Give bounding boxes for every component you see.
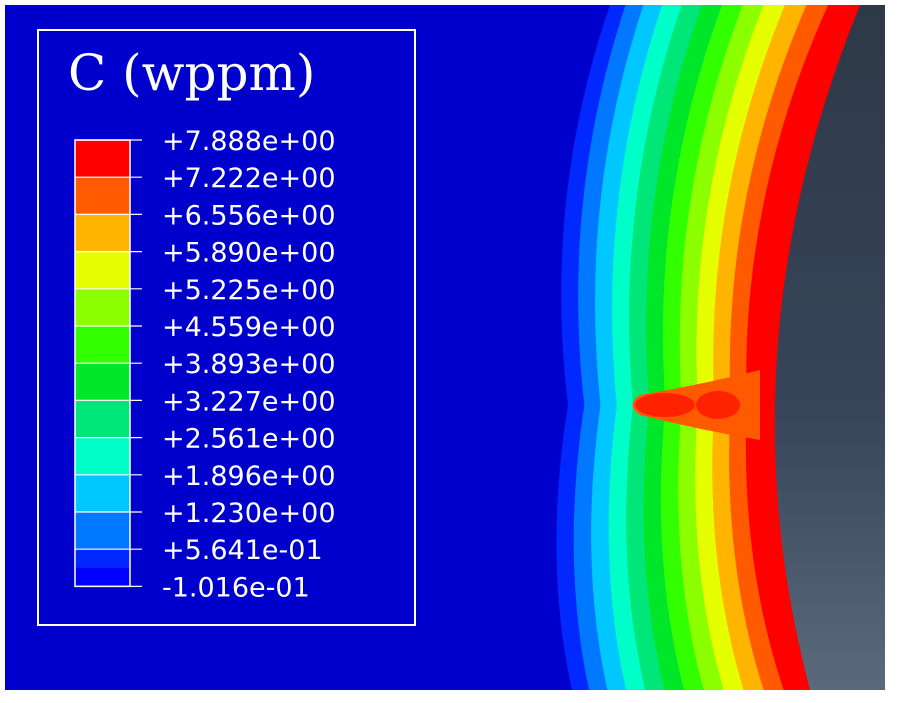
legend-tick-label: +1.230e+00 (162, 498, 336, 529)
legend-title: C (wppm) (68, 44, 315, 102)
legend-tick-label: +2.561e+00 (162, 424, 336, 455)
legend-ticks: +7.888e+00 +7.222e+00 +6.556e+00 +5.890e+00… (75, 126, 336, 603)
legend-swatch (75, 400, 130, 438)
legend-tick-label: +7.888e+00 (162, 126, 336, 157)
legend-swatch (75, 177, 130, 215)
legend-swatch (75, 288, 130, 326)
legend-swatch (75, 326, 130, 364)
legend-swatch (75, 512, 130, 550)
legend-frame (37, 29, 416, 626)
legend-swatch (75, 214, 130, 252)
legend-swatch (75, 251, 130, 289)
legend-tick-label: -1.016e-01 (162, 572, 310, 603)
legend-tick-label: +4.559e+00 (162, 312, 336, 343)
legend: C (wppm) +7.888e+00+7.222e+00+6.556e+00+… (37, 29, 416, 626)
hole-void (774, 5, 885, 690)
legend-tick-label: +7.222e+00 (162, 163, 336, 194)
legend-swatch (75, 437, 130, 475)
legend-tick-label: +3.227e+00 (162, 386, 336, 417)
legend-swatch (75, 140, 130, 178)
legend-swatch (75, 363, 130, 401)
legend-tick-label: +1.896e+00 (162, 461, 336, 492)
crack-hotspot (632, 370, 760, 440)
legend-tick-label: +5.641e-01 (162, 535, 323, 566)
legend-tick-label: +5.890e+00 (162, 238, 336, 269)
legend-tick-label: +6.556e+00 (162, 200, 336, 231)
legend-tick-label: +5.225e+00 (162, 275, 336, 306)
legend-swatch (75, 567, 130, 587)
legend-swatches (74, 139, 131, 588)
legend-swatch (75, 474, 130, 512)
legend-tick-label: +3.893e+00 (162, 349, 336, 380)
